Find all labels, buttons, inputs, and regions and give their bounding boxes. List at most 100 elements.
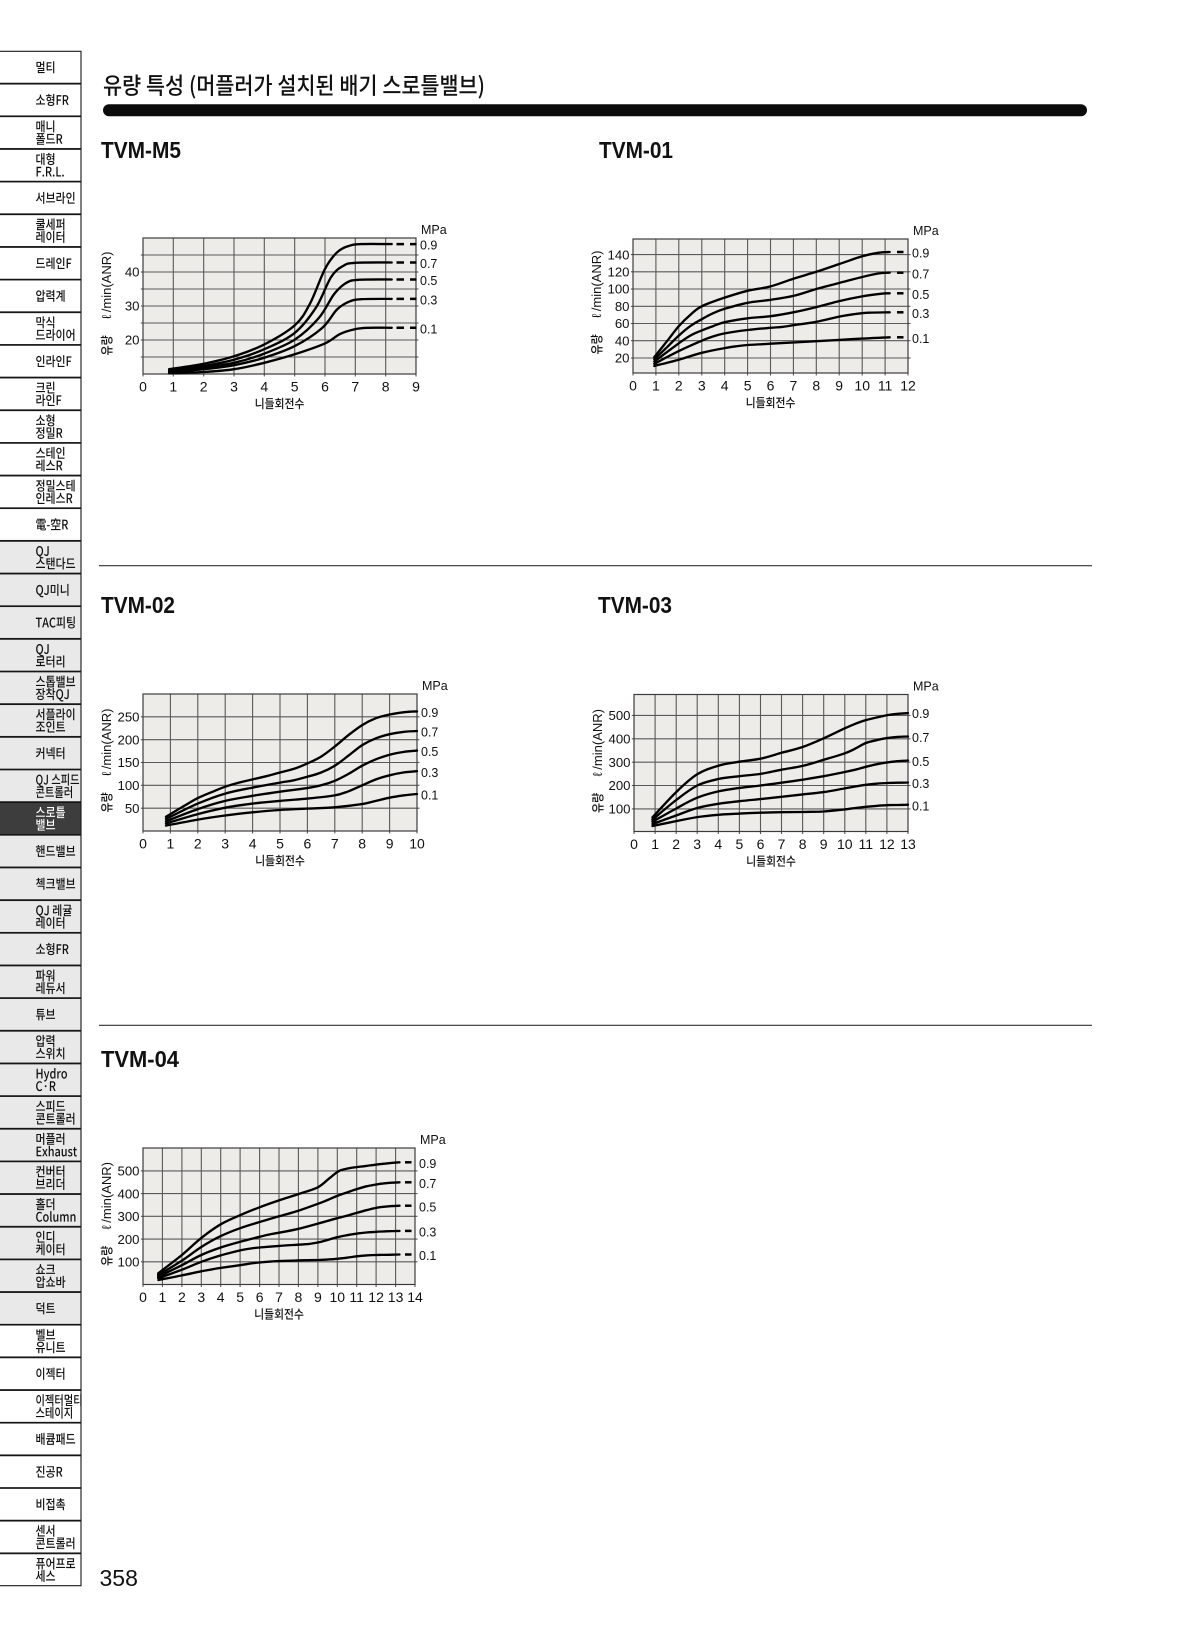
svg-text:500: 500 (117, 1164, 139, 1179)
svg-text:100: 100 (607, 282, 629, 297)
svg-text:4: 4 (721, 378, 729, 394)
svg-text:250: 250 (117, 710, 139, 725)
svg-text:0: 0 (630, 836, 638, 852)
svg-text:0.7: 0.7 (912, 267, 929, 281)
svg-text:6: 6 (256, 1289, 264, 1305)
svg-text:60: 60 (615, 316, 630, 331)
svg-text:4: 4 (260, 379, 268, 395)
svg-text:0.1: 0.1 (912, 332, 929, 346)
svg-text:0: 0 (629, 378, 637, 394)
svg-text:9: 9 (314, 1289, 322, 1305)
svg-text:0.7: 0.7 (421, 726, 438, 740)
svg-text:7: 7 (331, 836, 339, 852)
svg-text:0.3: 0.3 (912, 777, 929, 791)
svg-text:200: 200 (117, 1232, 139, 1247)
svg-text:0.3: 0.3 (419, 1226, 436, 1240)
svg-text:100: 100 (608, 802, 630, 817)
svg-text:2: 2 (200, 379, 208, 395)
svg-text:10: 10 (854, 378, 870, 394)
svg-text:14: 14 (407, 1289, 423, 1305)
svg-text:40: 40 (125, 265, 140, 280)
svg-text:2: 2 (672, 836, 680, 852)
svg-text:MPa: MPa (913, 224, 939, 238)
svg-text:20: 20 (125, 333, 140, 348)
svg-text:0.9: 0.9 (419, 1157, 436, 1171)
svg-text:7: 7 (351, 379, 359, 395)
svg-text:80: 80 (615, 299, 630, 314)
svg-text:3: 3 (197, 1289, 205, 1305)
svg-text:8: 8 (812, 378, 820, 394)
svg-text:5: 5 (744, 378, 752, 394)
svg-text:20: 20 (615, 351, 630, 366)
svg-text:30: 30 (125, 299, 140, 314)
svg-text:5: 5 (276, 836, 284, 852)
svg-text:0.5: 0.5 (419, 1200, 436, 1214)
svg-text:TVM-02: TVM-02 (101, 592, 175, 618)
svg-text:12: 12 (879, 836, 895, 852)
svg-text:11: 11 (878, 378, 893, 394)
svg-text:0.1: 0.1 (419, 1249, 436, 1263)
svg-text:8: 8 (358, 836, 366, 852)
svg-text:13: 13 (900, 836, 916, 852)
svg-text:3: 3 (693, 836, 701, 852)
svg-text:50: 50 (125, 801, 140, 816)
svg-text:40: 40 (615, 333, 630, 348)
svg-text:11: 11 (349, 1289, 364, 1305)
svg-text:9: 9 (820, 836, 828, 852)
svg-text:0.3: 0.3 (421, 766, 438, 780)
svg-text:400: 400 (117, 1186, 139, 1201)
svg-text:400: 400 (608, 732, 630, 747)
svg-text:3: 3 (230, 379, 238, 395)
svg-text:0.9: 0.9 (912, 707, 929, 721)
svg-text:8: 8 (295, 1289, 303, 1305)
svg-text:120: 120 (607, 265, 629, 280)
svg-text:0.7: 0.7 (419, 1177, 436, 1191)
svg-text:13: 13 (388, 1289, 404, 1305)
svg-text:200: 200 (117, 732, 139, 747)
svg-text:150: 150 (117, 755, 139, 770)
svg-text:3: 3 (698, 378, 706, 394)
svg-text:100: 100 (117, 778, 139, 793)
svg-text:2: 2 (675, 378, 683, 394)
svg-text:12: 12 (900, 378, 916, 394)
svg-text:358: 358 (100, 1565, 138, 1591)
svg-text:TVM-M5: TVM-M5 (101, 137, 181, 163)
svg-text:7: 7 (790, 378, 798, 394)
svg-text:0.9: 0.9 (420, 239, 437, 253)
svg-text:100: 100 (117, 1255, 139, 1270)
svg-text:0.1: 0.1 (421, 789, 438, 803)
svg-text:0.9: 0.9 (421, 706, 438, 720)
svg-text:6: 6 (321, 379, 329, 395)
svg-text:TVM-03: TVM-03 (598, 592, 672, 618)
svg-text:0.7: 0.7 (912, 731, 929, 745)
svg-text:2: 2 (194, 836, 202, 852)
svg-text:1: 1 (169, 379, 177, 395)
svg-text:9: 9 (412, 379, 420, 395)
svg-text:1: 1 (159, 1289, 167, 1305)
svg-text:TVM-01: TVM-01 (599, 137, 673, 163)
svg-text:10: 10 (409, 836, 425, 852)
svg-text:6: 6 (304, 836, 312, 852)
svg-text:1: 1 (652, 378, 660, 394)
svg-text:ℓ /min(ANR): ℓ /min(ANR) (99, 709, 114, 776)
svg-text:4: 4 (217, 1289, 225, 1305)
svg-text:TVM-04: TVM-04 (101, 1046, 179, 1072)
svg-text:0: 0 (139, 379, 147, 395)
svg-text:0.5: 0.5 (420, 274, 437, 288)
svg-text:ℓ /min(ANR): ℓ /min(ANR) (590, 709, 605, 776)
svg-text:7: 7 (275, 1289, 283, 1305)
svg-text:MPa: MPa (422, 679, 448, 693)
svg-text:500: 500 (608, 708, 630, 723)
svg-text:MPa: MPa (421, 223, 447, 237)
svg-text:8: 8 (382, 379, 390, 395)
svg-text:9: 9 (835, 378, 843, 394)
svg-text:0.3: 0.3 (912, 307, 929, 321)
svg-text:ℓ /min(ANR): ℓ /min(ANR) (99, 1162, 114, 1229)
svg-text:ℓ /min(ANR): ℓ /min(ANR) (589, 251, 604, 318)
svg-text:6: 6 (767, 378, 775, 394)
svg-text:4: 4 (714, 836, 722, 852)
svg-text:12: 12 (368, 1289, 384, 1305)
svg-text:300: 300 (608, 755, 630, 770)
svg-text:7: 7 (778, 836, 786, 852)
svg-text:8: 8 (799, 836, 807, 852)
